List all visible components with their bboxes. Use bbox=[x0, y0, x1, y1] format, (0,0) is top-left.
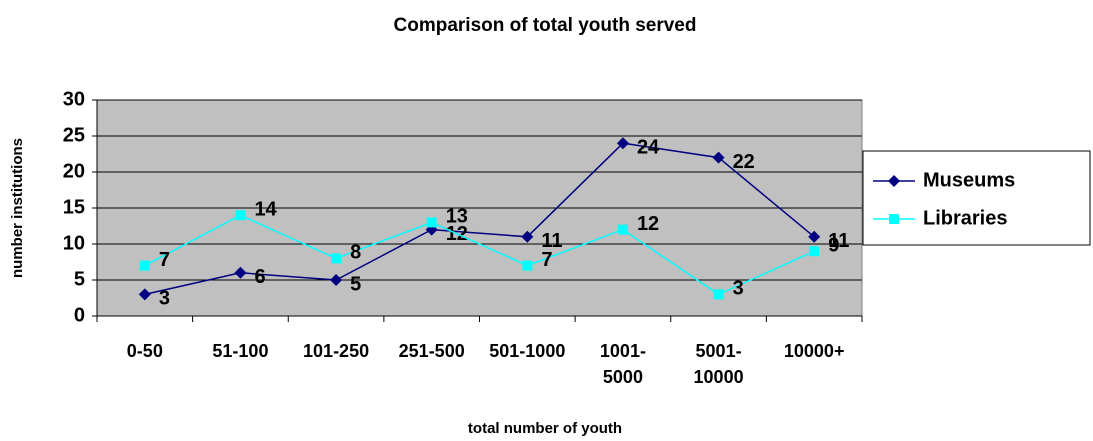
data-label: 22 bbox=[733, 151, 755, 173]
data-label: 12 bbox=[637, 213, 659, 235]
series-line bbox=[144, 142, 815, 296]
x-tick-label: 10000+ bbox=[783, 341, 845, 361]
y-tick-label: 10 bbox=[63, 232, 85, 254]
marker bbox=[235, 210, 246, 221]
x-axis-label: total number of youth bbox=[468, 420, 622, 437]
marker bbox=[426, 217, 437, 228]
data-label: 8 bbox=[350, 242, 361, 264]
marker bbox=[330, 274, 343, 286]
marker bbox=[138, 288, 151, 301]
marker bbox=[712, 151, 725, 164]
y-tick-label: 20 bbox=[63, 160, 85, 182]
x-tick-label: 0-50 bbox=[126, 341, 163, 361]
y-axis-label: number institutions bbox=[9, 138, 26, 278]
x-tick-label: 5001-10000 bbox=[693, 341, 744, 387]
legend-box bbox=[862, 150, 1091, 246]
series-line bbox=[144, 214, 815, 296]
data-label: 6 bbox=[254, 266, 265, 288]
data-label: 3 bbox=[159, 288, 170, 310]
marker bbox=[808, 230, 821, 243]
marker bbox=[809, 246, 820, 257]
y-tick-label: 0 bbox=[74, 304, 85, 326]
x-tick-label: 101-250 bbox=[303, 341, 370, 361]
marker bbox=[234, 266, 247, 279]
data-label: 7 bbox=[541, 249, 552, 271]
x-tick-label: 251-500 bbox=[398, 341, 465, 361]
y-tick-label: 25 bbox=[63, 124, 85, 146]
chart-title: Comparison of total youth served bbox=[394, 15, 697, 36]
marker bbox=[139, 260, 150, 271]
data-label: 24 bbox=[637, 136, 660, 158]
y-tick-label: 5 bbox=[74, 268, 85, 290]
y-tick-label: 15 bbox=[63, 196, 85, 218]
data-label: 13 bbox=[446, 206, 468, 228]
legend-label: Museums bbox=[923, 169, 1015, 191]
legend-label: Libraries bbox=[923, 207, 1007, 229]
data-label: 9 bbox=[828, 234, 839, 256]
data-label: 11 bbox=[541, 230, 562, 252]
marker bbox=[331, 253, 342, 264]
marker bbox=[521, 230, 534, 243]
y-tick-label: 30 bbox=[63, 88, 85, 110]
marker bbox=[889, 214, 899, 224]
data-label: 11 bbox=[828, 230, 849, 252]
marker bbox=[713, 289, 724, 300]
marker bbox=[617, 224, 628, 235]
marker bbox=[616, 137, 629, 150]
data-label: 7 bbox=[159, 249, 170, 271]
marker bbox=[888, 175, 900, 187]
marker bbox=[522, 260, 533, 271]
x-tick-label: 51-100 bbox=[212, 341, 269, 361]
data-label: 3 bbox=[733, 278, 744, 300]
data-label: 5 bbox=[350, 273, 361, 295]
data-label: 14 bbox=[254, 198, 277, 220]
x-tick-label: 1001-5000 bbox=[599, 341, 646, 387]
x-tick-label: 501-1000 bbox=[489, 341, 566, 361]
